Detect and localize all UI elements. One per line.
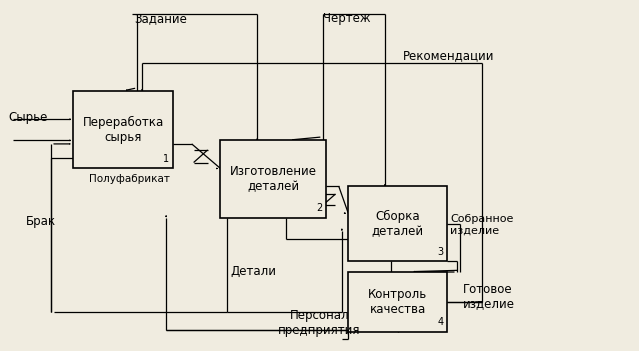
Text: Изготовление
деталей: Изготовление деталей bbox=[229, 165, 317, 193]
Text: Рекомендации: Рекомендации bbox=[403, 49, 494, 62]
Bar bbox=[348, 272, 447, 332]
Text: 3: 3 bbox=[437, 247, 443, 257]
Text: Персонал
предприятия: Персонал предприятия bbox=[278, 309, 361, 337]
Text: 4: 4 bbox=[437, 318, 443, 327]
Bar bbox=[73, 91, 173, 168]
Text: Сырье: Сырье bbox=[8, 111, 48, 124]
Text: Полуфабрикат: Полуфабрикат bbox=[89, 174, 171, 184]
Bar bbox=[348, 186, 447, 261]
Bar bbox=[220, 140, 326, 218]
Text: 2: 2 bbox=[316, 204, 322, 213]
Text: Готовое
изделие: Готовое изделие bbox=[463, 283, 515, 311]
Text: Сборка
деталей: Сборка деталей bbox=[372, 210, 424, 238]
Text: Детали: Детали bbox=[230, 265, 276, 278]
Text: Собранное
изделие: Собранное изделие bbox=[450, 214, 514, 236]
Text: Брак: Брак bbox=[26, 214, 56, 228]
Text: 1: 1 bbox=[162, 154, 169, 164]
Text: Чертеж: Чертеж bbox=[323, 12, 370, 25]
Text: Переработка
сырья: Переработка сырья bbox=[82, 116, 164, 144]
Text: Контроль
качества: Контроль качества bbox=[368, 288, 427, 316]
Text: Задание: Задание bbox=[134, 12, 187, 25]
